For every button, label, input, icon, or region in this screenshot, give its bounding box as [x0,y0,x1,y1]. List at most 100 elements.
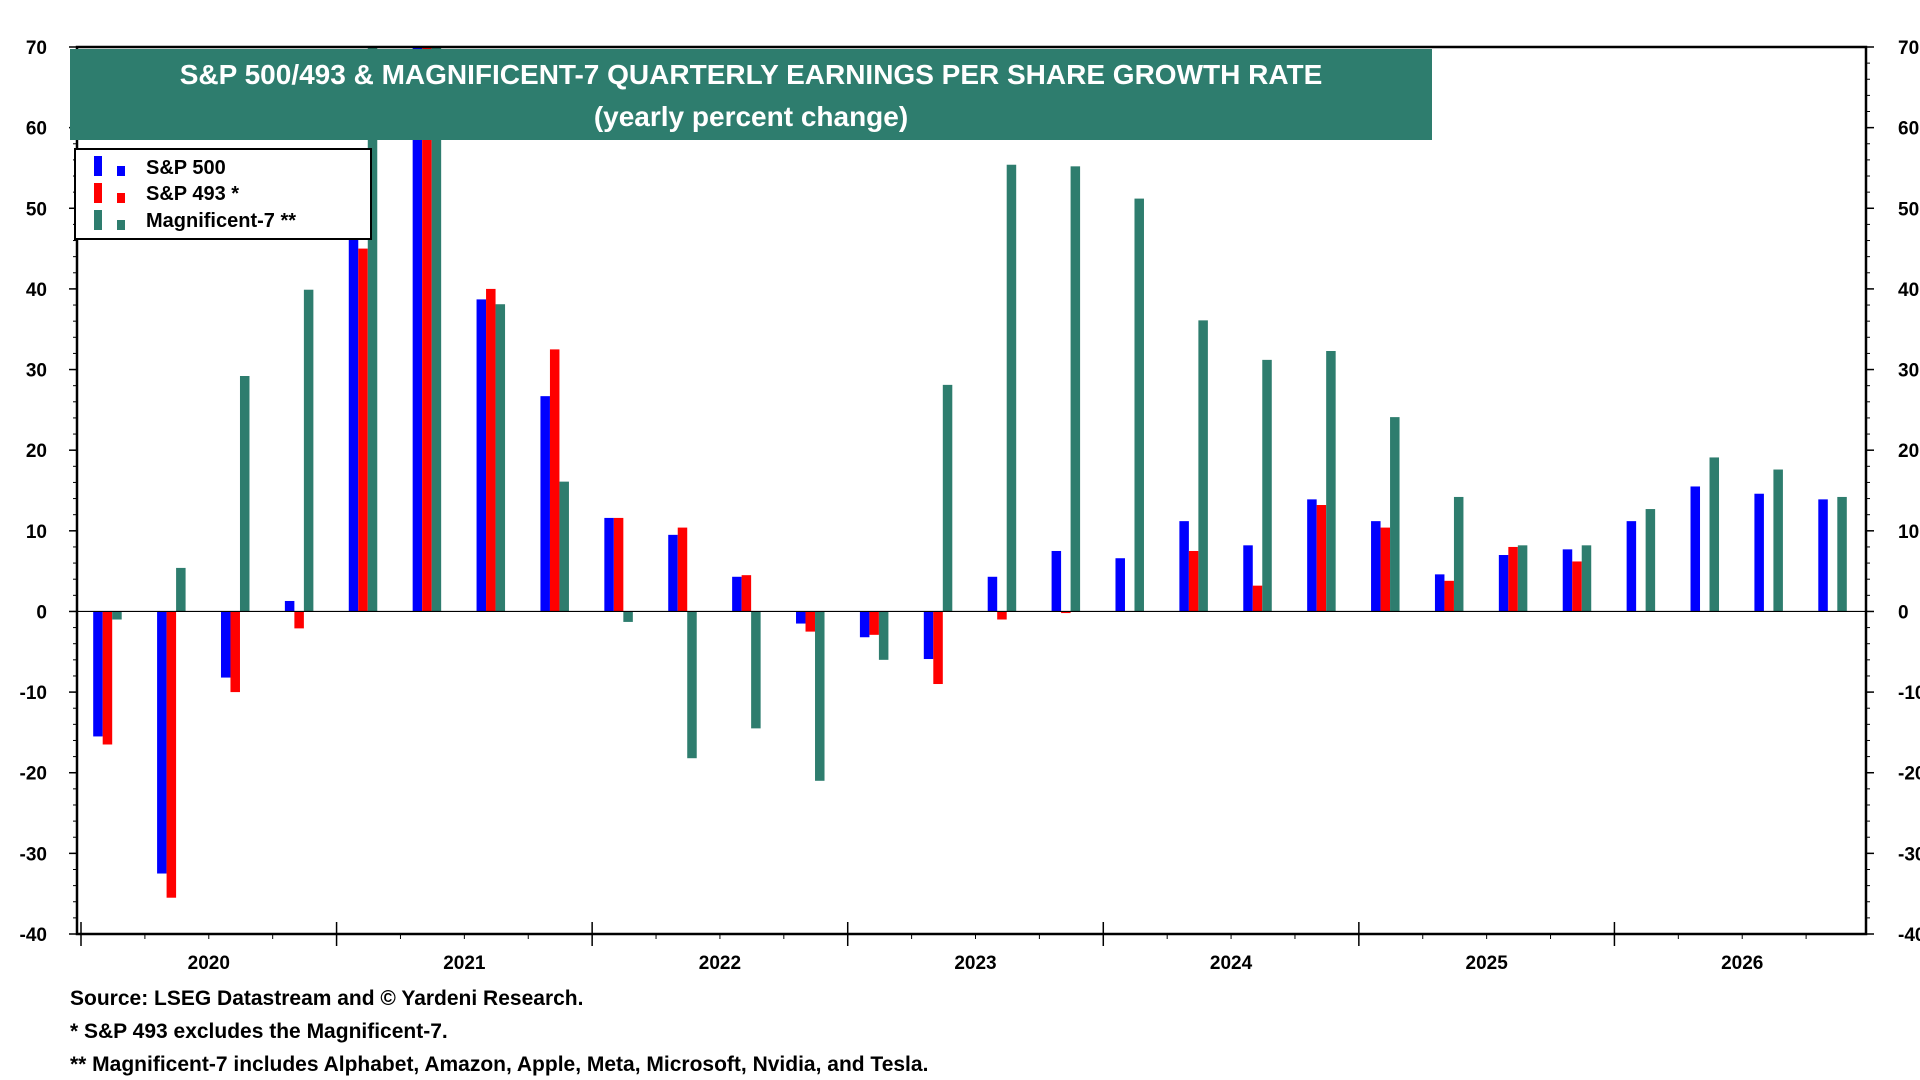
bar-series-2-25 [1709,457,1720,612]
bar-series-1-3 [294,611,304,629]
bar-series-0-14 [987,576,998,612]
bar-series-2-10 [751,611,761,729]
legend-swatch-mag7-small [117,220,125,230]
bar-series-1-5 [422,47,432,612]
legend-label-sp500: S&P 500 [146,157,226,179]
bar-series-2-9 [687,611,697,759]
bar-series-0-12 [859,611,870,638]
bar-series-2-0 [112,611,122,620]
bar-series-2-4 [367,47,378,612]
y-tick-label-left: 40 [26,280,47,301]
bar-series-2-12 [878,611,889,660]
y-tick-label-right: -40 [1898,925,1920,946]
bar-series-2-7 [559,481,569,612]
y-tick-label-right: 20 [1898,441,1919,462]
bar-series-1-15 [1061,611,1071,614]
bar-series-1-18 [1252,585,1263,612]
y-tick-label-left: 60 [26,119,47,140]
bar-series-1-9 [677,527,688,612]
bar-series-0-23 [1562,549,1573,612]
y-tick-label-left: 0 [36,602,47,623]
bar-series-0-16 [1115,558,1125,612]
bar-series-0-26 [1754,493,1764,612]
chart-subtitle: (yearly percent change) [594,101,908,132]
bar-series-0-3 [284,600,295,612]
bars-layer [93,47,1847,898]
bar-series-2-11 [815,611,825,781]
bar-series-0-1 [157,611,167,874]
y-tick-label-right: -20 [1898,764,1920,785]
bar-series-1-7 [549,349,560,612]
bar-series-0-2 [220,611,231,678]
x-year-label: 2023 [954,953,996,974]
bar-series-0-5 [412,47,423,612]
legend: S&P 500 S&P 493 * Magnificent-7 ** [74,148,372,240]
y-tick-label-right: 30 [1898,361,1919,382]
legend-swatch-sp493-small [117,193,125,203]
legend-swatch-sp500-small [117,166,125,176]
bar-series-0-13 [923,611,934,660]
y-tick-label-left: 30 [26,361,47,382]
footnote-source: Source: LSEG Datastream and © Yardeni Re… [70,987,583,1010]
bar-series-2-2 [239,376,250,612]
title-banner: S&P 500/493 & MAGNIFICENT-7 QUARTERLY EA… [70,49,1432,140]
y-tick-label-left: 50 [26,199,47,220]
bar-series-0-25 [1690,486,1701,612]
footnote-mag7: ** Magnificent-7 includes Alphabet, Amaz… [70,1053,928,1076]
bar-series-2-19 [1326,351,1336,612]
bar-series-1-23 [1572,561,1582,612]
x-year-label: 2021 [443,953,486,974]
legend-label-mag7: Magnificent-7 ** [146,210,296,232]
bar-series-1-10 [741,575,752,612]
bar-series-1-14 [997,611,1007,620]
bar-series-2-24 [1645,509,1656,612]
bar-series-1-6 [486,288,496,612]
y-tick-label-right: 0 [1898,602,1909,623]
bar-series-0-10 [732,576,742,612]
x-year-label: 2020 [188,953,230,974]
bar-series-2-14 [1006,164,1017,612]
bar-series-0-17 [1179,521,1189,612]
y-tick-label-right: 40 [1898,280,1919,301]
bar-series-2-16 [1134,198,1144,612]
bar-series-2-15 [1070,166,1081,612]
bar-series-1-8 [613,517,624,612]
bar-series-0-6 [476,299,487,612]
bar-series-2-18 [1262,359,1272,612]
plot-frame [75,45,1868,936]
bar-series-2-8 [623,611,633,622]
legend-swatch-sp493 [94,183,102,203]
footnotes: Source: LSEG Datastream and © Yardeni Re… [70,987,928,1076]
bar-series-1-13 [933,611,943,685]
y-tick-label-right: -10 [1898,683,1920,704]
y-tick-label-right: 60 [1898,119,1919,140]
bar-series-0-27 [1818,499,1828,612]
y-tick-label-left: 20 [26,441,47,462]
title-background [70,49,1432,140]
bar-series-2-3 [303,289,314,612]
x-year-label: 2024 [1210,953,1253,974]
y-tick-label-left: 70 [26,38,47,59]
bar-series-0-19 [1307,499,1317,612]
bar-series-0-24 [1626,521,1637,612]
y-tick-label-left: -40 [20,925,47,946]
bar-series-1-19 [1316,505,1327,612]
bar-series-2-5 [431,47,442,612]
legend-swatch-mag7 [94,210,102,230]
bar-series-0-7 [540,396,550,612]
bar-series-1-20 [1380,527,1391,612]
bar-series-2-6 [495,304,506,612]
footnote-sp493: * S&P 493 excludes the Magnificent-7. [70,1020,448,1043]
bar-series-1-4 [358,248,368,612]
y-tick-label-right: -30 [1898,844,1920,865]
bar-series-2-21 [1453,496,1464,612]
x-year-label: 2025 [1466,953,1509,974]
bar-series-2-23 [1581,545,1592,612]
bar-series-2-17 [1198,320,1208,612]
bar-series-0-22 [1498,555,1509,612]
bar-series-1-12 [869,611,879,635]
bar-series-2-20 [1390,417,1400,612]
bar-series-1-0 [102,611,113,745]
